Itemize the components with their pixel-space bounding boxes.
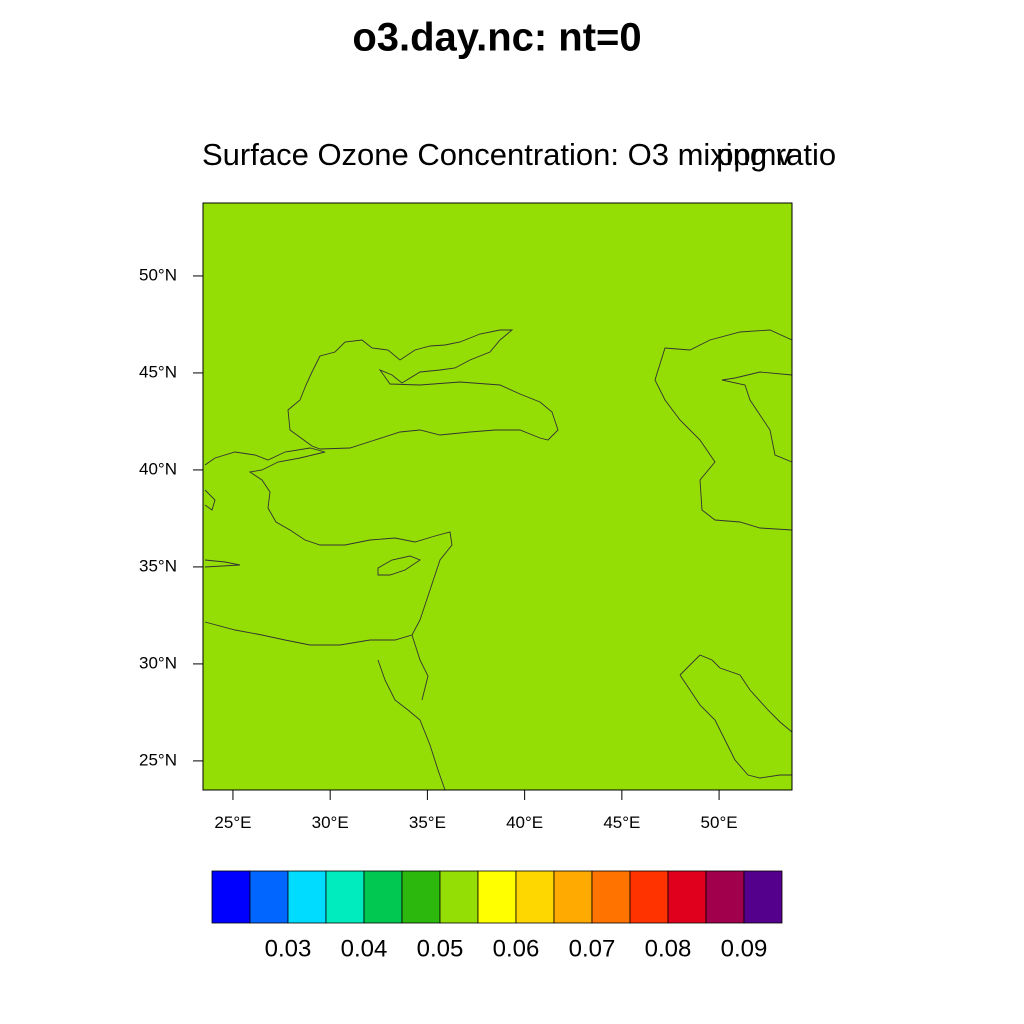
x-tick-label: 35°E xyxy=(409,813,446,832)
y-tick-label: 45°N xyxy=(139,362,177,381)
axes: 25°E 30°E 35°E 40°E 45°E 50°E 25°N 30°N 35°N 40°N… xyxy=(139,265,738,832)
coastline xyxy=(287,329,559,450)
colorbar-box xyxy=(629,870,669,924)
chart-title: o3.day.nc: nt=0 xyxy=(352,16,641,60)
colorbar-box xyxy=(705,870,745,924)
colorbar-box xyxy=(211,870,251,924)
y-tick-label: 30°N xyxy=(139,653,177,672)
colorbar-label: 0.09 xyxy=(721,935,768,962)
colorbar-label: 0.07 xyxy=(569,935,616,962)
colorbar-box xyxy=(667,870,707,924)
colorbar-box xyxy=(439,870,479,924)
units-label: ppmv xyxy=(716,137,792,172)
colorbar-box xyxy=(477,870,517,924)
x-tick-label: 45°E xyxy=(603,813,640,832)
coastline xyxy=(679,654,793,733)
coastline xyxy=(204,559,241,568)
chart-subtitle: Surface Ozone Concentration: O3 mixing r… xyxy=(202,137,836,172)
y-tick-label: 40°N xyxy=(139,459,177,478)
x-tick-label: 50°E xyxy=(701,813,738,832)
coastline xyxy=(721,371,793,463)
coastline xyxy=(377,659,446,791)
colorbar-box xyxy=(515,870,555,924)
colorbar-label: 0.06 xyxy=(493,935,540,962)
colorbar-box xyxy=(249,870,289,924)
coastline xyxy=(679,674,792,779)
y-tick-label: 50°N xyxy=(139,265,177,284)
colorbar-box xyxy=(401,870,441,924)
coastline xyxy=(654,329,793,531)
map-frame xyxy=(202,202,793,791)
coastline xyxy=(204,447,453,646)
coastline xyxy=(411,634,429,701)
colorbar-label: 0.03 xyxy=(265,935,312,962)
colorbar-label: 0.05 xyxy=(417,935,464,962)
x-tick-label: 30°E xyxy=(312,813,349,832)
colorbar-box xyxy=(363,870,403,924)
colorbar-box xyxy=(553,870,593,924)
map-field xyxy=(203,203,792,790)
colorbar-label: 0.08 xyxy=(645,935,692,962)
colorbar-label: 0.04 xyxy=(341,935,388,962)
x-tick-label: 25°E xyxy=(214,813,251,832)
colorbar: 0.03 0.04 0.05 0.06 0.07 0.08 0.09 xyxy=(211,870,783,962)
colorbar-box xyxy=(743,870,783,924)
y-tick-label: 35°N xyxy=(139,556,177,575)
colorbar-box xyxy=(591,870,631,924)
y-tick-label: 25°N xyxy=(139,750,177,769)
colorbar-box xyxy=(287,870,327,924)
colorbar-box xyxy=(325,870,365,924)
x-tick-label: 40°E xyxy=(506,813,543,832)
coastline xyxy=(377,555,421,576)
field-fill xyxy=(203,203,792,790)
coastlines xyxy=(204,329,793,791)
coastline xyxy=(204,489,216,511)
